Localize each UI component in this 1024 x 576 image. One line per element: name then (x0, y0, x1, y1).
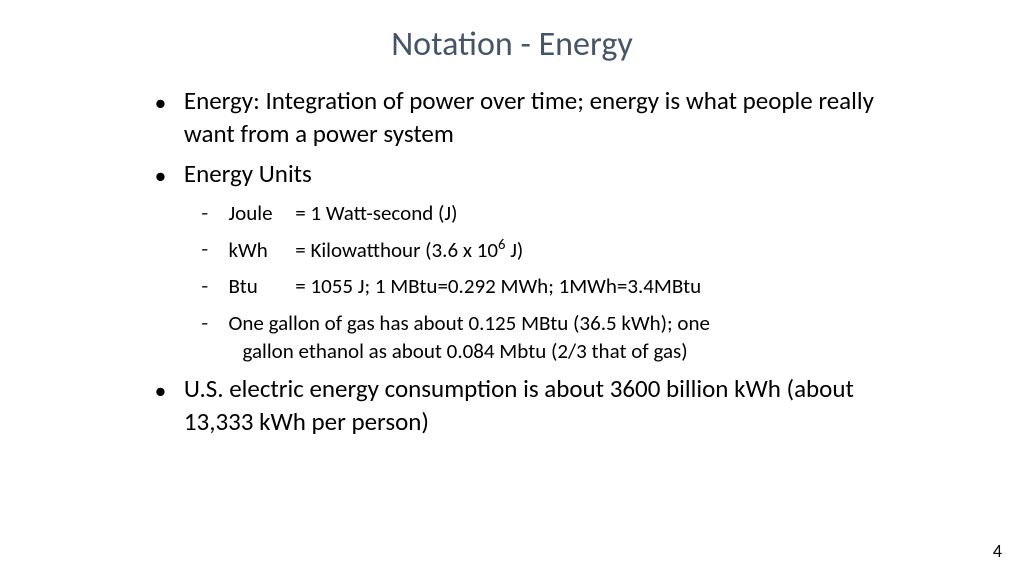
dash-marker: – (201, 240, 208, 260)
bullet-text: U.S. electric energy consumption is abou… (184, 373, 904, 438)
unit-row: Btu = 1055 J; 1 MBtu=0.292 MWh; 1MWh=3.4… (228, 272, 701, 300)
page-number: 4 (993, 540, 1002, 562)
slide-title: Notation - Energy (0, 0, 1024, 85)
gallon-line2: gallon ethanol as about 0.084 Mbtu (2/3 … (242, 337, 709, 365)
gallon-line1: One gallon of gas has about 0.125 MBtu (… (228, 310, 709, 336)
bullet-text: Energy: Integration of power over time; … (184, 85, 904, 150)
unit-name: kWh (228, 236, 290, 264)
gallon-text: One gallon of gas has about 0.125 MBtu (… (228, 309, 709, 366)
unit-def: = Kilowatthour (3.6 x 106 J) (295, 237, 523, 263)
unit-row: Joule = 1 Watt-second (J) (228, 199, 457, 227)
unit-name: Btu (228, 272, 290, 300)
unit-row: kWh = Kilowatthour (3.6 x 106 J) (228, 235, 523, 264)
bullet-text: Energy Units (184, 158, 312, 191)
unit-def: = 1055 J; 1 MBtu=0.292 MWh; 1MWh=3.4MBtu (295, 273, 701, 299)
bullet-energy-definition: ● Energy: Integration of power over time… (155, 85, 904, 150)
sub-bullet-kwh: – kWh = Kilowatthour (3.6 x 106 J) (201, 235, 904, 264)
content-area: ● Energy: Integration of power over time… (0, 85, 1024, 438)
dash-marker: – (201, 314, 208, 334)
unit-def-post: J) (505, 237, 523, 263)
bullet-us-consumption: ● U.S. electric energy consumption is ab… (155, 373, 904, 438)
unit-name: Joule (228, 199, 290, 227)
sub-bullet-joule: – Joule = 1 Watt-second (J) (201, 199, 904, 227)
bullet-marker: ● (155, 380, 166, 403)
sub-bullet-gallon: – One gallon of gas has about 0.125 MBtu… (201, 309, 904, 366)
unit-def: = 1 Watt-second (J) (295, 200, 457, 226)
bullet-energy-units: ● Energy Units (155, 158, 904, 191)
bullet-marker: ● (155, 92, 166, 115)
dash-marker: – (201, 277, 208, 297)
sub-bullet-btu: – Btu = 1055 J; 1 MBtu=0.292 MWh; 1MWh=3… (201, 272, 904, 300)
dash-marker: – (201, 204, 208, 224)
bullet-marker: ● (155, 165, 166, 188)
unit-def-pre: = Kilowatthour (3.6 x 10 (295, 237, 498, 263)
